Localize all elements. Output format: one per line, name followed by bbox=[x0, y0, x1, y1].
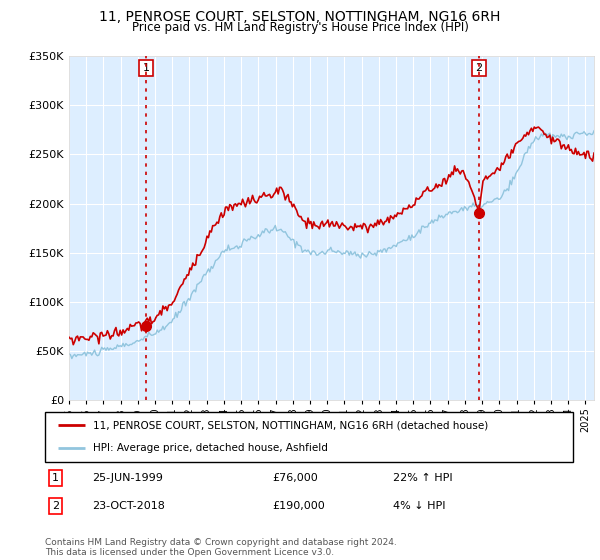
Text: 2: 2 bbox=[52, 501, 59, 511]
Text: 1: 1 bbox=[143, 63, 150, 73]
Text: 2: 2 bbox=[475, 63, 482, 73]
FancyBboxPatch shape bbox=[45, 412, 573, 462]
Text: £76,000: £76,000 bbox=[272, 473, 318, 483]
Text: Contains HM Land Registry data © Crown copyright and database right 2024.
This d: Contains HM Land Registry data © Crown c… bbox=[45, 538, 397, 557]
Text: £190,000: £190,000 bbox=[272, 501, 325, 511]
Text: 1: 1 bbox=[52, 473, 59, 483]
Text: 11, PENROSE COURT, SELSTON, NOTTINGHAM, NG16 6RH: 11, PENROSE COURT, SELSTON, NOTTINGHAM, … bbox=[100, 10, 500, 24]
Text: 4% ↓ HPI: 4% ↓ HPI bbox=[394, 501, 446, 511]
Text: 25-JUN-1999: 25-JUN-1999 bbox=[92, 473, 163, 483]
Text: 11, PENROSE COURT, SELSTON, NOTTINGHAM, NG16 6RH (detached house): 11, PENROSE COURT, SELSTON, NOTTINGHAM, … bbox=[92, 420, 488, 430]
Text: HPI: Average price, detached house, Ashfield: HPI: Average price, detached house, Ashf… bbox=[92, 444, 328, 454]
Text: 23-OCT-2018: 23-OCT-2018 bbox=[92, 501, 166, 511]
Text: Price paid vs. HM Land Registry's House Price Index (HPI): Price paid vs. HM Land Registry's House … bbox=[131, 21, 469, 34]
Text: 22% ↑ HPI: 22% ↑ HPI bbox=[394, 473, 453, 483]
